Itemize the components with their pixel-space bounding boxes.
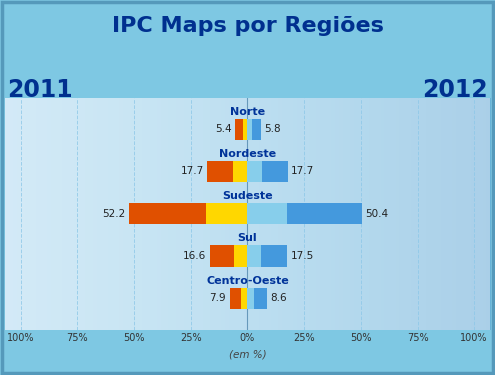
Bar bbox=[234, 246, 248, 267]
Bar bbox=[248, 246, 261, 267]
Bar bbox=[252, 118, 261, 140]
Text: 5.8: 5.8 bbox=[264, 124, 281, 134]
Text: 52.2: 52.2 bbox=[102, 209, 126, 219]
Bar bbox=[230, 288, 241, 309]
Text: IPC Maps por Regiões: IPC Maps por Regiões bbox=[111, 16, 384, 36]
Bar bbox=[254, 288, 267, 309]
Text: 17.7: 17.7 bbox=[181, 166, 204, 177]
Text: 16.6: 16.6 bbox=[183, 251, 206, 261]
Bar bbox=[129, 203, 206, 224]
Text: 17.5: 17.5 bbox=[291, 251, 314, 261]
Text: Nordeste: Nordeste bbox=[219, 149, 276, 159]
Bar bbox=[248, 118, 252, 140]
Bar bbox=[288, 203, 362, 224]
Bar bbox=[235, 118, 243, 140]
Bar bbox=[207, 161, 234, 182]
Bar bbox=[248, 161, 261, 182]
Text: 7.9: 7.9 bbox=[209, 293, 226, 303]
Text: 50.4: 50.4 bbox=[365, 209, 388, 219]
Text: Centro-Oeste: Centro-Oeste bbox=[206, 276, 289, 286]
Bar bbox=[241, 288, 248, 309]
Text: 8.6: 8.6 bbox=[270, 293, 287, 303]
Bar bbox=[248, 288, 254, 309]
Text: 17.7: 17.7 bbox=[291, 166, 314, 177]
Bar bbox=[261, 246, 287, 267]
Bar bbox=[248, 203, 288, 224]
Text: Sudeste: Sudeste bbox=[222, 191, 273, 201]
Bar bbox=[206, 203, 248, 224]
Bar bbox=[234, 161, 248, 182]
Bar bbox=[243, 118, 248, 140]
Text: 5.4: 5.4 bbox=[215, 124, 232, 134]
Text: 2011: 2011 bbox=[7, 78, 72, 102]
Text: Norte: Norte bbox=[230, 106, 265, 117]
Bar bbox=[261, 161, 288, 182]
Bar bbox=[210, 246, 234, 267]
Text: (em %): (em %) bbox=[229, 350, 266, 359]
Text: Sul: Sul bbox=[238, 233, 257, 243]
Text: 2012: 2012 bbox=[423, 78, 488, 102]
